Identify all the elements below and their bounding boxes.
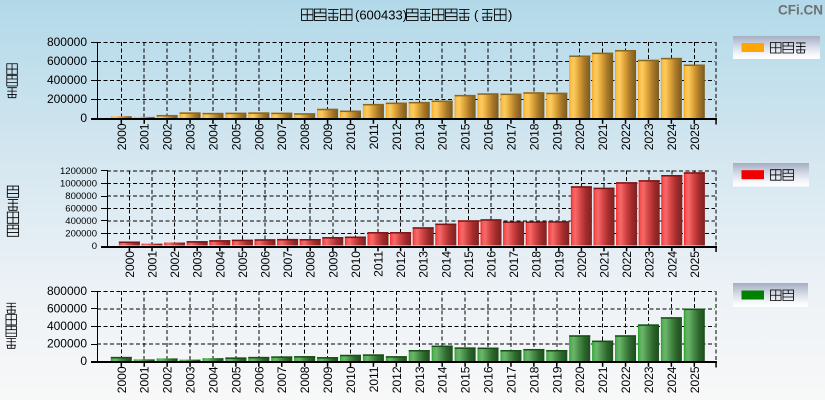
svg-text:2011: 2011 (372, 251, 386, 277)
svg-text:2022: 2022 (619, 123, 633, 150)
svg-text:2001: 2001 (138, 366, 152, 393)
svg-text:2003: 2003 (184, 123, 198, 150)
svg-text:800000: 800000 (47, 284, 87, 298)
svg-text:2018: 2018 (527, 123, 541, 150)
svg-text:2006: 2006 (252, 366, 266, 393)
svg-text:2025: 2025 (688, 251, 702, 278)
svg-text:2011: 2011 (367, 123, 381, 149)
svg-text:2011: 2011 (367, 366, 381, 392)
svg-text:2008: 2008 (298, 366, 312, 393)
svg-text:1000000: 1000000 (60, 178, 97, 189)
svg-text:2005: 2005 (229, 123, 243, 150)
svg-text:2016: 2016 (485, 251, 499, 278)
svg-text:2023: 2023 (642, 366, 656, 393)
svg-text:2020: 2020 (573, 123, 587, 150)
svg-text:2007: 2007 (281, 251, 295, 278)
svg-text:2006: 2006 (259, 251, 273, 278)
svg-text:400000: 400000 (47, 73, 87, 87)
svg-text:2013: 2013 (417, 251, 431, 278)
svg-text:2006: 2006 (252, 123, 266, 150)
svg-text:2021: 2021 (596, 123, 610, 150)
svg-text:2001: 2001 (138, 123, 152, 150)
svg-text:2023: 2023 (642, 123, 656, 150)
svg-text:2004: 2004 (207, 366, 221, 393)
svg-text:2014: 2014 (439, 251, 453, 278)
svg-text:400000: 400000 (65, 216, 97, 227)
svg-text:2014: 2014 (436, 366, 450, 393)
svg-text:2003: 2003 (191, 251, 205, 278)
svg-text:2008: 2008 (304, 251, 318, 278)
svg-text:2005: 2005 (229, 366, 243, 393)
svg-text:600000: 600000 (47, 302, 87, 316)
svg-text:200000: 200000 (47, 92, 87, 106)
svg-text:2008: 2008 (298, 123, 312, 150)
svg-text:2010: 2010 (344, 123, 358, 150)
svg-text:2009: 2009 (326, 251, 340, 278)
svg-text:2004: 2004 (213, 251, 227, 278)
svg-text:2018: 2018 (527, 366, 541, 393)
svg-text:2017: 2017 (504, 123, 518, 150)
svg-text:400000: 400000 (47, 319, 87, 333)
svg-text:2025: 2025 (688, 366, 702, 393)
svg-text:2009: 2009 (321, 123, 335, 150)
svg-text:(: ( (474, 8, 479, 23)
svg-text:2010: 2010 (344, 366, 358, 393)
svg-text:0: 0 (80, 354, 87, 368)
svg-text:2004: 2004 (207, 123, 221, 150)
svg-text:600000: 600000 (47, 54, 87, 68)
svg-text:2024: 2024 (665, 123, 679, 150)
svg-text:600000: 600000 (65, 203, 97, 214)
svg-text:2020: 2020 (573, 366, 587, 393)
svg-text:1200000: 1200000 (60, 166, 97, 177)
svg-text:2013: 2013 (413, 123, 427, 150)
svg-text:2021: 2021 (596, 366, 610, 393)
svg-text:200000: 200000 (65, 228, 97, 239)
svg-text:0: 0 (80, 111, 87, 125)
svg-text:2010: 2010 (349, 251, 363, 278)
svg-text:2007: 2007 (275, 366, 289, 393)
svg-text:2016: 2016 (482, 366, 496, 393)
svg-text:2019: 2019 (550, 123, 564, 150)
svg-text:2003: 2003 (184, 366, 198, 393)
svg-text:2012: 2012 (390, 123, 404, 150)
svg-text:2009: 2009 (321, 366, 335, 393)
svg-text:2022: 2022 (619, 366, 633, 393)
svg-text:2018: 2018 (530, 251, 544, 278)
svg-text:2021: 2021 (598, 251, 612, 278)
svg-text:2007: 2007 (275, 123, 289, 150)
svg-text:2015: 2015 (459, 123, 473, 150)
svg-text:2019: 2019 (552, 251, 566, 278)
svg-text:2012: 2012 (390, 366, 404, 393)
svg-text:2022: 2022 (620, 251, 634, 278)
svg-text:800000: 800000 (65, 191, 97, 202)
svg-text:2002: 2002 (161, 366, 175, 393)
svg-text:2023: 2023 (643, 251, 657, 278)
svg-text:CFi.CN: CFi.CN (778, 3, 823, 18)
svg-text:2000: 2000 (115, 123, 129, 150)
svg-text:2015: 2015 (459, 366, 473, 393)
svg-text:2024: 2024 (665, 251, 679, 278)
svg-text:2019: 2019 (550, 366, 564, 393)
svg-text:2025: 2025 (688, 123, 702, 150)
svg-text:2020: 2020 (575, 251, 589, 278)
svg-text:2016: 2016 (482, 123, 496, 150)
svg-text:2002: 2002 (168, 251, 182, 278)
svg-text:2013: 2013 (413, 366, 427, 393)
svg-text:0: 0 (92, 241, 97, 252)
svg-text:200000: 200000 (47, 337, 87, 351)
svg-text:2005: 2005 (236, 251, 250, 278)
svg-text:(600433): (600433) (355, 8, 407, 23)
svg-text:2015: 2015 (462, 251, 476, 278)
svg-text:2000: 2000 (115, 366, 129, 393)
svg-text:2014: 2014 (436, 123, 450, 150)
svg-text:2001: 2001 (146, 251, 160, 278)
svg-text:2002: 2002 (161, 123, 175, 150)
svg-text:2000: 2000 (123, 251, 137, 278)
svg-text:): ) (508, 8, 512, 23)
svg-text:2012: 2012 (394, 251, 408, 278)
svg-text:800000: 800000 (47, 35, 87, 49)
svg-text:2017: 2017 (507, 251, 521, 278)
svg-text:2017: 2017 (504, 366, 518, 393)
svg-text:2024: 2024 (665, 366, 679, 393)
